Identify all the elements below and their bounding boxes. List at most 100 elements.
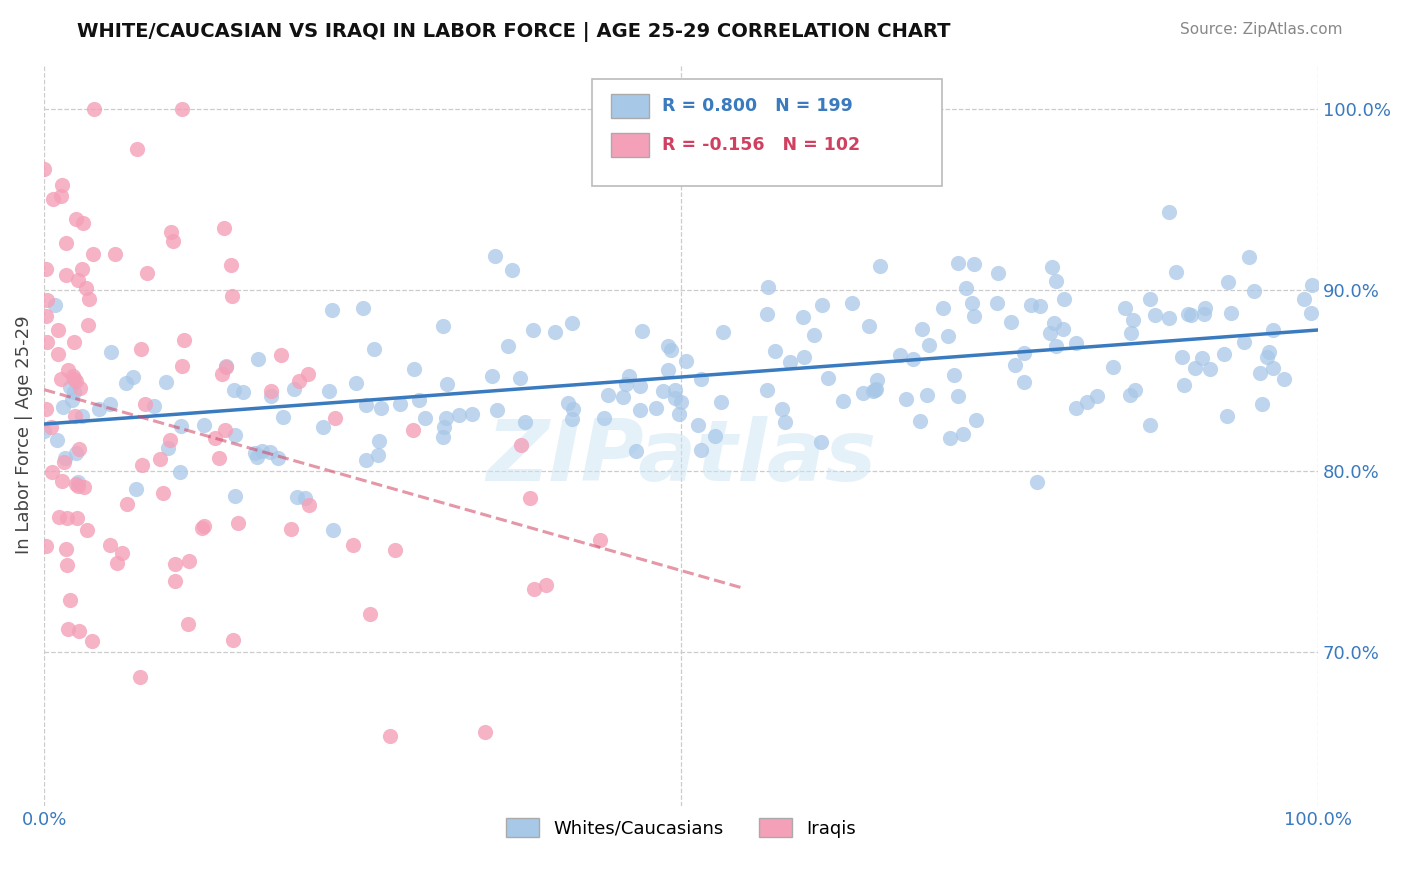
Text: Source: ZipAtlas.com: Source: ZipAtlas.com — [1180, 22, 1343, 37]
Point — [100, 345, 122, 359]
Point — [1257, 344, 1279, 359]
Point — [35, 401, 58, 416]
Point — [243, 446, 266, 460]
Point — [35, 309, 58, 323]
Point — [557, 395, 579, 409]
Point — [162, 234, 184, 248]
Point — [863, 384, 886, 398]
Point — [1191, 351, 1213, 366]
Point — [1199, 361, 1222, 376]
Point — [561, 317, 583, 331]
Point — [53, 455, 76, 469]
Point — [129, 342, 152, 356]
Point — [70, 409, 93, 424]
Point — [260, 389, 283, 403]
Point — [1173, 377, 1195, 392]
Point — [48, 347, 70, 361]
Point — [65, 212, 87, 227]
Point — [1040, 260, 1063, 275]
Point — [35, 262, 58, 277]
Point — [51, 474, 73, 488]
Point — [173, 333, 195, 347]
Point — [614, 376, 637, 391]
Point — [1012, 346, 1035, 360]
Point — [756, 307, 779, 321]
Point — [63, 409, 86, 424]
Point — [384, 542, 406, 557]
Point — [862, 384, 884, 398]
Point — [163, 557, 186, 571]
Point — [562, 402, 585, 417]
Point — [1180, 309, 1202, 323]
Text: WHITE/CAUCASIAN VS IRAQI IN LABOR FORCE | AGE 25-29 CORRELATION CHART: WHITE/CAUCASIAN VS IRAQI IN LABOR FORCE … — [77, 22, 950, 42]
Point — [596, 388, 619, 402]
Point — [321, 303, 343, 318]
Point — [259, 445, 281, 459]
Bar — [612, 133, 650, 157]
Point — [250, 443, 273, 458]
Point — [866, 373, 889, 387]
Point — [1052, 322, 1074, 336]
Point — [226, 516, 249, 531]
Point — [111, 546, 134, 560]
Point — [1000, 316, 1022, 330]
Point — [204, 432, 226, 446]
Point — [792, 310, 814, 324]
Point — [246, 352, 269, 367]
Point — [1177, 307, 1199, 321]
Point — [283, 382, 305, 396]
Point — [1194, 307, 1216, 321]
Point — [100, 538, 122, 552]
Point — [41, 465, 63, 479]
Point — [1122, 313, 1144, 327]
Point — [447, 408, 470, 422]
Point — [1039, 326, 1062, 341]
Point — [56, 558, 79, 572]
Point — [52, 400, 75, 414]
Point — [312, 420, 335, 434]
Y-axis label: In Labor Force | Age 25-29: In Labor Force | Age 25-29 — [15, 316, 32, 554]
Point — [1194, 301, 1216, 315]
Point — [402, 423, 425, 437]
Point — [932, 301, 955, 315]
Point — [1045, 273, 1067, 287]
Point — [963, 310, 986, 324]
Point — [690, 372, 713, 386]
Point — [60, 392, 83, 407]
Point — [98, 397, 121, 411]
Point — [49, 189, 72, 203]
Point — [172, 103, 194, 117]
Point — [803, 328, 825, 343]
Point — [832, 394, 855, 409]
Point — [53, 450, 76, 465]
Point — [484, 249, 506, 263]
Point — [1043, 316, 1066, 330]
Point — [1250, 397, 1272, 411]
Point — [1261, 323, 1284, 337]
Point — [858, 318, 880, 333]
Point — [214, 423, 236, 437]
Point — [212, 221, 235, 235]
Point — [193, 518, 215, 533]
Point — [763, 343, 786, 358]
Point — [46, 433, 69, 447]
Point — [67, 475, 90, 489]
Point — [1294, 292, 1316, 306]
Point — [354, 453, 377, 467]
Point — [63, 384, 86, 399]
Point — [359, 607, 381, 621]
Point — [322, 524, 344, 538]
Point — [1019, 298, 1042, 312]
Point — [432, 430, 454, 444]
Point — [402, 361, 425, 376]
Point — [652, 384, 675, 398]
Point — [657, 339, 679, 353]
Point — [285, 490, 308, 504]
Point — [1301, 278, 1323, 293]
Point — [943, 368, 966, 382]
Point — [498, 339, 520, 353]
Point — [35, 539, 58, 553]
Point — [87, 402, 110, 417]
Point — [49, 372, 72, 386]
Point — [105, 556, 128, 570]
